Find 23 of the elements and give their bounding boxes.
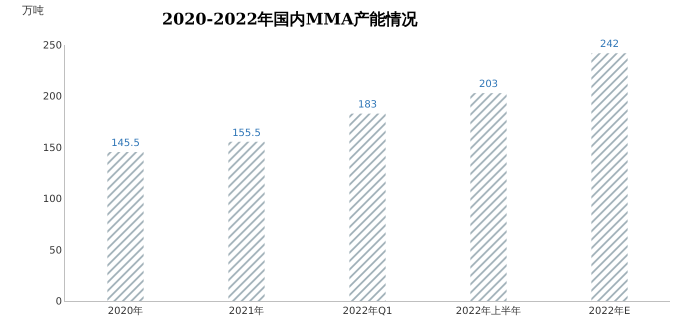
x-tick-label: 2022年上半年 <box>456 305 522 317</box>
bar <box>470 93 507 301</box>
x-tick-label: 2021年 <box>228 305 264 317</box>
data-label: 155.5 <box>232 128 261 139</box>
bar <box>107 152 144 301</box>
y-tick-label: 200 <box>42 92 62 103</box>
y-tick-label: 0 <box>56 296 62 308</box>
x-tick-label: 2022年Q1 <box>342 305 392 317</box>
y-axis-title: 万吨 <box>22 4 44 17</box>
data-label: 203 <box>478 79 498 90</box>
data-label: 242 <box>600 39 620 50</box>
x-tick-label: 2022年E <box>588 305 630 317</box>
data-label: 183 <box>358 100 378 111</box>
y-tick-label: 150 <box>42 142 62 154</box>
chart-title: 2020-2022年国内MMA产能情况 <box>162 9 419 28</box>
bar <box>349 114 386 301</box>
y-tick-label: 100 <box>42 194 62 206</box>
y-tick-label: 250 <box>42 40 62 52</box>
bar <box>228 142 265 301</box>
bar <box>591 53 628 301</box>
x-tick-label: 2020年 <box>108 305 144 317</box>
data-label: 145.5 <box>111 138 140 150</box>
y-tick-label: 50 <box>49 245 62 256</box>
